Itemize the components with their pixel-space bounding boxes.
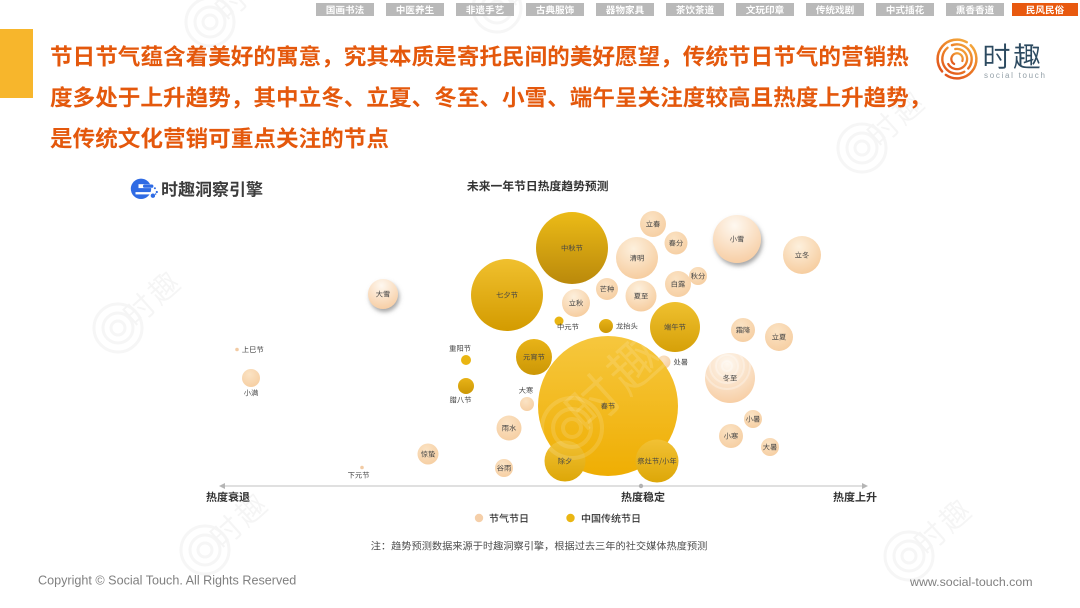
svg-text:Copyright © Social Touch. All: Copyright © Social Touch. All Rights Res… — [38, 574, 296, 588]
svg-text:www.social-touch.com: www.social-touch.com — [909, 575, 1033, 589]
svg-text:social touch: social touch — [984, 71, 1047, 80]
